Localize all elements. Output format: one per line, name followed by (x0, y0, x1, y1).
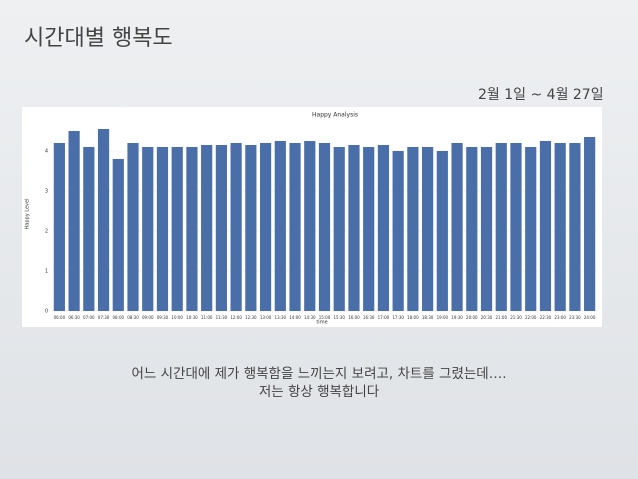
x-tick-label: 16:30 (363, 315, 375, 320)
bar (127, 143, 139, 311)
x-tick-label: 18:30 (422, 315, 434, 320)
bar (274, 141, 286, 311)
x-tick-label: 07:00 (83, 315, 95, 320)
x-tick-label: 21:30 (510, 315, 522, 320)
x-tick-label: 06:30 (68, 315, 80, 320)
bar (554, 143, 566, 311)
bar (422, 147, 434, 311)
bar (333, 147, 345, 311)
bar (289, 143, 301, 311)
bar (495, 143, 507, 311)
x-tick-label: 09:00 (142, 315, 154, 320)
bar (201, 145, 213, 311)
bar (245, 145, 257, 311)
x-tick-label: 22:30 (540, 315, 552, 320)
x-tick-label: 11:30 (216, 315, 228, 320)
bar (510, 143, 522, 311)
x-tick-label: 06:00 (54, 315, 66, 320)
chart: Happy Analysis time Happy Level 0 1 2 3 4 06:… (22, 107, 602, 327)
bar (304, 141, 316, 311)
bar (156, 147, 169, 311)
y-tick-label: 0 (45, 309, 48, 315)
x-tick-label: 12:00 (230, 315, 242, 320)
y-axis-label: Happy Level (25, 199, 31, 230)
x-tick-label: 12:30 (245, 315, 257, 320)
x-tick-label: 18:00 (407, 315, 419, 320)
bar (392, 151, 404, 311)
x-tick-label: 14:00 (289, 315, 301, 320)
bar (68, 131, 80, 311)
x-tick-label: 20:30 (481, 315, 493, 320)
chart-title: Happy Analysis (312, 112, 358, 119)
bar (466, 147, 478, 311)
x-tick-label: 13:30 (275, 315, 287, 320)
bar (83, 147, 95, 311)
x-tick-label: 14:30 (304, 315, 316, 320)
bar (348, 145, 360, 311)
y-tick-label: 2 (45, 229, 48, 235)
x-tick-label: 23:00 (554, 315, 566, 320)
bar (215, 145, 227, 311)
x-tick-label: 19:00 (437, 315, 449, 320)
bar (407, 147, 419, 311)
x-tick-label: 08:00 (113, 315, 125, 320)
bar (171, 147, 183, 311)
x-tick-label: 16:00 (348, 315, 360, 320)
date-range: 2월 1일 ~ 4월 27일 (478, 87, 604, 103)
x-tick-label: 15:00 (319, 315, 331, 320)
x-tick-label: 10:30 (186, 315, 198, 320)
bar (318, 143, 331, 311)
y-tick-label: 3 (45, 189, 48, 195)
bar (142, 147, 154, 311)
bar (377, 145, 390, 311)
y-tick-label: 1 (45, 269, 48, 275)
x-tick-label: 13:00 (260, 315, 272, 320)
x-tick-label: 11:00 (201, 315, 213, 320)
bar (186, 147, 198, 311)
x-tick-label: 17:00 (378, 315, 390, 320)
bar (525, 147, 537, 311)
x-tick-label: 17:30 (392, 315, 404, 320)
x-tick-label: 15:30 (333, 315, 345, 320)
x-tick-label: 24:00 (584, 315, 596, 320)
bar (112, 159, 124, 311)
bar (259, 143, 272, 311)
caption: 어느 시간대에 제가 행복함을 느끼는지 보려고, 차트를 그렸는데…. 저는 … (0, 365, 638, 401)
slide-title: 시간대별 행복도 (24, 26, 173, 51)
x-tick-label: 09:30 (157, 315, 169, 320)
x-tick-label: 21:00 (495, 315, 507, 320)
x-tick-label: 07:30 (98, 315, 110, 320)
x-tick-label: 22:00 (525, 315, 537, 320)
bar (569, 143, 581, 311)
x-tick-label: 08:30 (127, 315, 139, 320)
x-tick-label: 10:00 (171, 315, 183, 320)
x-tick-label: 23:30 (569, 315, 581, 320)
bar (451, 143, 463, 311)
caption-line: 저는 항상 행복합니다 (258, 384, 380, 400)
bar (363, 147, 375, 311)
bar (436, 151, 448, 311)
x-tick-label: 20:00 (466, 315, 478, 320)
y-tick-label: 4 (45, 149, 48, 155)
caption-line: 어느 시간대에 제가 행복함을 느끼는지 보려고, 차트를 그렸는데…. (131, 366, 507, 382)
bar (584, 137, 596, 311)
bar (53, 143, 65, 311)
bar (539, 141, 552, 311)
bar (480, 147, 493, 311)
bar (230, 143, 242, 311)
x-tick-label: 19:30 (451, 315, 463, 320)
bar (97, 129, 110, 311)
x-axis-label: time (316, 320, 327, 326)
